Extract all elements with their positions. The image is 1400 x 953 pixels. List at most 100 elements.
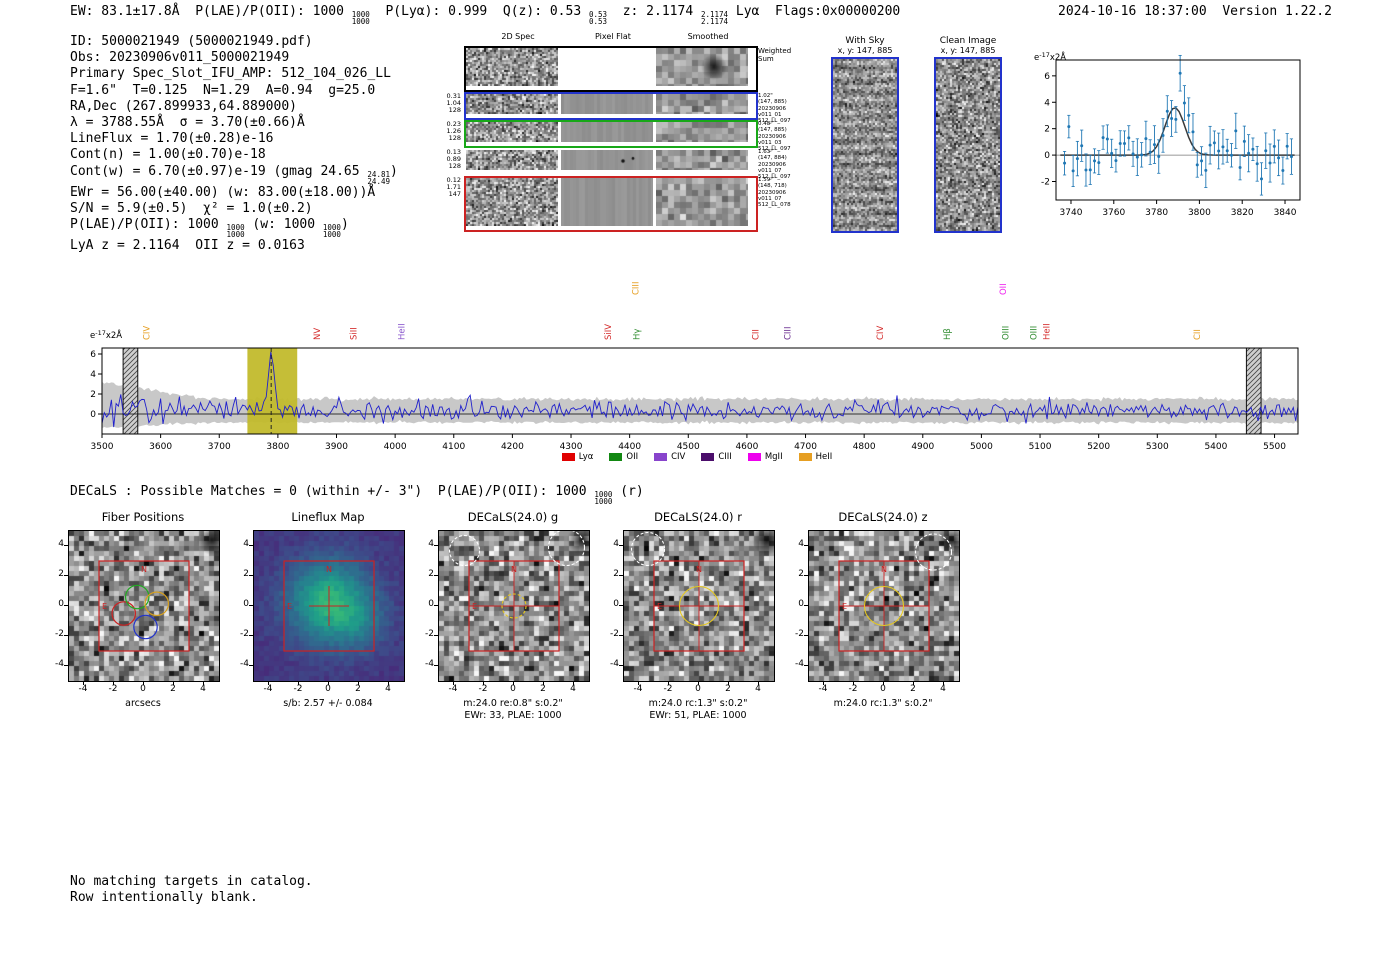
spec2d-row-strip bbox=[464, 120, 758, 148]
info-line: Obs: 20230906v011_5000021949 bbox=[70, 50, 290, 66]
legend-label: OII bbox=[626, 452, 639, 462]
svg-text:5000: 5000 bbox=[970, 442, 993, 452]
cutout-ytick: -4 bbox=[610, 659, 619, 669]
legend-item: HeII bbox=[798, 452, 833, 462]
cutout-ytick: 0 bbox=[428, 599, 434, 609]
info-line: LineFlux = 1.70(±0.28)e-16 bbox=[70, 131, 274, 147]
cutout-xtick: 4 bbox=[755, 684, 761, 694]
cutout-caption2: EWr: 51, PLAE: 1000 bbox=[649, 710, 747, 721]
cutout-ytick: 4 bbox=[243, 539, 249, 549]
header-summary: EW: 83.1±17.8Å P(LAE)/P(OII): 1000 1000 1… bbox=[70, 4, 901, 26]
svg-text:4000: 4000 bbox=[384, 442, 407, 452]
cutout-ytick: 2 bbox=[58, 569, 64, 579]
svg-text:5300: 5300 bbox=[1146, 442, 1169, 452]
cutout-title: Fiber Positions bbox=[101, 510, 185, 524]
cutout-panel-decals-g: DECaLS(24.0) g N E -4 -4 -2 -2 0 0 2 2 4 4 m:24.0 re:… bbox=[408, 508, 620, 728]
cutout-xtick: 0 bbox=[695, 684, 701, 694]
info-line: F=1.6" T=0.125 N=1.29 A=0.94 g=25.0 bbox=[70, 82, 376, 98]
legend-label: HeII bbox=[815, 452, 833, 462]
legend-label: CIV bbox=[671, 452, 686, 462]
cutout-xtick: -2 bbox=[293, 684, 303, 694]
cutout-row: Fiber Positions N E -4 -4 -2 -2 0 0 2 2 4 4 arcsecs Li… bbox=[0, 508, 1400, 733]
svg-text:N: N bbox=[141, 565, 147, 574]
cutout-ytick: -2 bbox=[610, 629, 619, 639]
svg-text:4300: 4300 bbox=[560, 442, 583, 452]
full-spectrum-plot: 3500 3600 3700 3800 3900 4000 4100 4200 4300 4400… bbox=[86, 262, 1308, 462]
cutout-ytick: 2 bbox=[798, 569, 804, 579]
header-timestamp: 2024-10-16 18:37:00 Version 1.22.2 bbox=[1058, 4, 1332, 19]
cutout-ytick: -4 bbox=[795, 659, 804, 669]
cutout-overlay: NE bbox=[838, 533, 953, 652]
svg-text:3760: 3760 bbox=[1102, 208, 1125, 218]
cutout-caption: m:24.0 rc:1.3" s:0.2" bbox=[833, 698, 933, 709]
cutout-ytick: -4 bbox=[55, 659, 64, 669]
cutout-ytick: 4 bbox=[428, 539, 434, 549]
cutout-ytick: 0 bbox=[58, 599, 64, 609]
cutout-ytick: 0 bbox=[798, 599, 804, 609]
svg-text:E: E bbox=[102, 602, 107, 611]
svg-text:OIII: OIII bbox=[1030, 326, 1040, 340]
stacked-fraction: 24.81 24.49 bbox=[367, 169, 390, 186]
stacked-fraction: 1000 1000 bbox=[322, 223, 341, 240]
footer-notes: No matching targets in catalog. Row inten… bbox=[70, 874, 313, 906]
svg-text:5200: 5200 bbox=[1087, 442, 1110, 452]
svg-text:4400: 4400 bbox=[618, 442, 641, 452]
svg-text:2: 2 bbox=[1044, 125, 1050, 135]
cutout-xtick: -4 bbox=[633, 684, 643, 694]
spectrum-legend: Lyα OII CIV CIII MgII HeII bbox=[86, 452, 1308, 462]
svg-text:E: E bbox=[287, 602, 292, 611]
info-line: Cont(n) = 1.00(±0.70)e-18 bbox=[70, 147, 266, 163]
cutout-overlay: NE bbox=[283, 560, 375, 652]
svg-text:E: E bbox=[472, 602, 477, 611]
stacked-fraction: 1000 1000 bbox=[594, 490, 613, 506]
info-line: ID: 5000021949 (5000021949.pdf) bbox=[70, 34, 313, 49]
legend-item: CIII bbox=[701, 452, 732, 462]
svg-text:N: N bbox=[326, 565, 332, 574]
cutout-caption: m:24.0 rc:1.3" s:0.2" bbox=[648, 698, 748, 709]
legend-item: CIV bbox=[654, 452, 685, 462]
svg-text:e-17x2Å: e-17x2Å bbox=[1034, 51, 1066, 63]
cutout-xtick: 4 bbox=[570, 684, 576, 694]
cutout-xtick: 4 bbox=[200, 684, 206, 694]
cutout-ytick: 2 bbox=[428, 569, 434, 579]
svg-text:3800: 3800 bbox=[1188, 208, 1211, 218]
spec2d-col-header-pixelflat: Pixel Flat bbox=[595, 32, 631, 41]
cutout-xtick: 2 bbox=[355, 684, 361, 694]
legend-item: OII bbox=[609, 452, 638, 462]
svg-text:OIII: OIII bbox=[1001, 326, 1011, 340]
svg-text:E: E bbox=[657, 602, 662, 611]
spec2d-row-left-labels: 0.13 0.89 128 bbox=[446, 148, 461, 171]
clean-image-panel: Clean Image x, y: 147, 885 bbox=[928, 36, 1008, 233]
cutout-xtick: -4 bbox=[263, 684, 273, 694]
legend-label: Lyα bbox=[578, 452, 594, 462]
info-line: Primary Spec_Slot_IFU_AMP: 512_104_026_L… bbox=[70, 66, 391, 82]
cutout-title: DECaLS(24.0) r bbox=[654, 510, 742, 524]
svg-text:NV: NV bbox=[313, 328, 323, 340]
cutout-ytick: 0 bbox=[243, 599, 249, 609]
cutout-ytick: -2 bbox=[240, 629, 249, 639]
svg-text:4100: 4100 bbox=[442, 442, 465, 452]
cutout-overlay: NE bbox=[448, 531, 586, 652]
svg-text:3700: 3700 bbox=[208, 442, 231, 452]
spec2d-row-annotation: 0.48" (147, 885) 20230906 v011_03 512_LL_097 bbox=[758, 121, 791, 153]
svg-text:4900: 4900 bbox=[911, 442, 934, 452]
cutout-ytick: -2 bbox=[55, 629, 64, 639]
svg-text:3500: 3500 bbox=[91, 442, 114, 452]
svg-text:2: 2 bbox=[90, 390, 96, 400]
svg-text:3780: 3780 bbox=[1145, 208, 1168, 218]
svg-text:4500: 4500 bbox=[677, 442, 700, 452]
spec2d-row-annotation: 1.02" (147, 885) 20230906 v011_01 512_LL_097 bbox=[758, 93, 791, 125]
cutout-xtick: 0 bbox=[325, 684, 331, 694]
svg-text:3840: 3840 bbox=[1274, 208, 1297, 218]
legend-swatch bbox=[747, 453, 761, 461]
svg-text:SiIV: SiIV bbox=[604, 324, 614, 340]
svg-text:CIV: CIV bbox=[143, 326, 153, 340]
svg-text:CII: CII bbox=[752, 329, 762, 340]
svg-text:5100: 5100 bbox=[1029, 442, 1052, 452]
cutout-xtick: 2 bbox=[725, 684, 731, 694]
svg-text:6: 6 bbox=[1044, 72, 1050, 82]
svg-text:SiII: SiII bbox=[350, 327, 360, 340]
